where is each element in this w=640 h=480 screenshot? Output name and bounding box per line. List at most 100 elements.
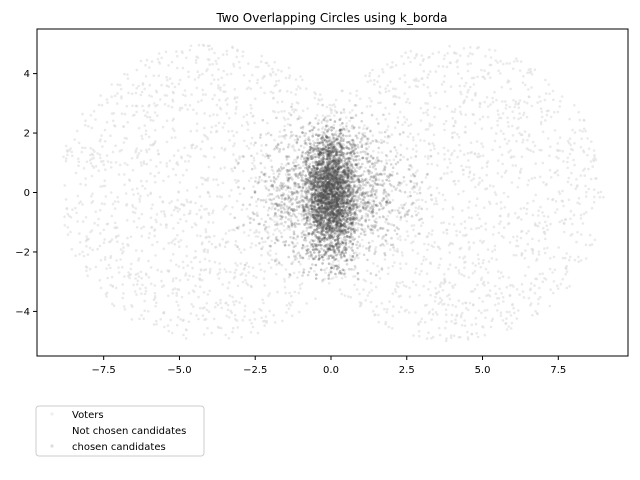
chosen-candidate-point	[313, 176, 317, 179]
voter-point	[207, 165, 211, 169]
voter-point	[411, 280, 415, 284]
voter-point	[98, 279, 102, 282]
voter-point	[100, 134, 103, 137]
chosen-candidate-point	[286, 178, 290, 182]
voter-point	[514, 102, 517, 106]
voter-point	[330, 111, 333, 115]
voter-point	[314, 174, 317, 177]
chosen-candidate-point	[323, 188, 327, 191]
voter-point	[149, 191, 153, 195]
voter-point	[361, 202, 364, 206]
chosen-candidate-point	[327, 208, 331, 211]
chosen-candidate-point	[361, 156, 365, 160]
chosen-candidate-point	[312, 166, 316, 169]
voter-point	[118, 163, 122, 167]
chosen-candidate-point	[374, 139, 378, 142]
chosen-candidate-point	[368, 245, 372, 248]
voter-point	[172, 208, 176, 212]
chosen-candidate-point	[297, 172, 301, 176]
voter-point	[325, 142, 328, 145]
voter-point	[323, 211, 327, 214]
voter-point	[417, 132, 420, 136]
voter-point	[578, 129, 582, 132]
chosen-candidate-point	[333, 174, 337, 178]
voter-point	[326, 119, 329, 122]
voter-point	[494, 132, 498, 135]
voter-point	[186, 108, 189, 111]
chosen-candidate-point	[287, 179, 290, 183]
voter-point	[581, 130, 584, 133]
chosen-candidate-point	[337, 214, 341, 218]
chosen-candidate-point	[380, 204, 383, 207]
chosen-candidate-point	[322, 161, 325, 165]
voter-point	[109, 134, 112, 137]
voter-point	[141, 104, 144, 108]
voter-point	[326, 114, 329, 118]
chosen-candidate-point	[323, 194, 327, 198]
voter-point	[469, 151, 472, 155]
chosen-candidate-point	[340, 178, 344, 181]
chosen-candidate-point	[316, 122, 320, 125]
voter-point	[533, 144, 537, 148]
voter-point	[156, 114, 159, 117]
voter-point	[326, 155, 330, 158]
chosen-candidate-point	[286, 145, 290, 149]
voter-point	[513, 212, 517, 215]
voter-point	[402, 155, 405, 159]
voter-point	[77, 141, 81, 145]
voter-point	[301, 127, 305, 130]
voter-point	[309, 207, 313, 210]
chosen-candidate-point	[387, 193, 391, 197]
chosen-candidate-point	[280, 210, 283, 214]
voter-point	[339, 223, 343, 227]
voter-point	[500, 292, 504, 295]
voter-point	[462, 173, 465, 176]
voter-point	[476, 253, 480, 257]
chosen-candidate-point	[365, 192, 368, 195]
voter-point	[74, 171, 78, 175]
voter-point	[225, 49, 229, 53]
voter-point	[422, 259, 425, 262]
voter-point	[591, 165, 594, 168]
voter-point	[425, 173, 429, 176]
voter-point	[134, 273, 138, 276]
chosen-candidate-point	[315, 179, 318, 183]
voter-point	[272, 313, 276, 317]
voter-point	[515, 288, 519, 291]
voter-point	[178, 108, 182, 112]
voter-point	[153, 128, 157, 132]
chosen-candidate-point	[389, 150, 393, 153]
voter-point	[548, 154, 551, 157]
voter-point	[234, 243, 237, 247]
voter-point	[174, 173, 178, 177]
chosen-candidate-point	[372, 214, 375, 218]
voter-point	[407, 124, 411, 127]
voter-point	[206, 326, 209, 330]
voter-point	[341, 227, 344, 230]
voter-point	[269, 159, 273, 162]
chosen-candidate-point	[370, 228, 374, 231]
voter-point	[184, 103, 187, 107]
chosen-candidate-point	[315, 181, 319, 185]
voter-point	[338, 186, 341, 190]
voter-point	[557, 246, 560, 249]
chosen-candidate-point	[322, 169, 326, 172]
chosen-candidate-point	[308, 199, 312, 203]
chosen-candidate-point	[329, 222, 333, 225]
chosen-candidate-point	[276, 194, 280, 198]
voter-point	[140, 249, 144, 253]
voter-point	[284, 241, 287, 244]
chosen-candidate-point	[327, 201, 330, 205]
chosen-candidate-point	[366, 169, 370, 172]
voter-point	[122, 125, 125, 128]
voter-point	[288, 228, 292, 231]
voter-point	[467, 276, 471, 279]
voter-point	[446, 166, 449, 169]
chosen-candidate-point	[327, 203, 331, 206]
chosen-candidate-point	[257, 180, 261, 184]
chosen-candidate-point	[330, 209, 334, 213]
voter-point	[188, 104, 192, 107]
chosen-candidate-point	[317, 162, 321, 165]
chosen-candidate-point	[261, 118, 265, 122]
voter-point	[311, 200, 315, 204]
